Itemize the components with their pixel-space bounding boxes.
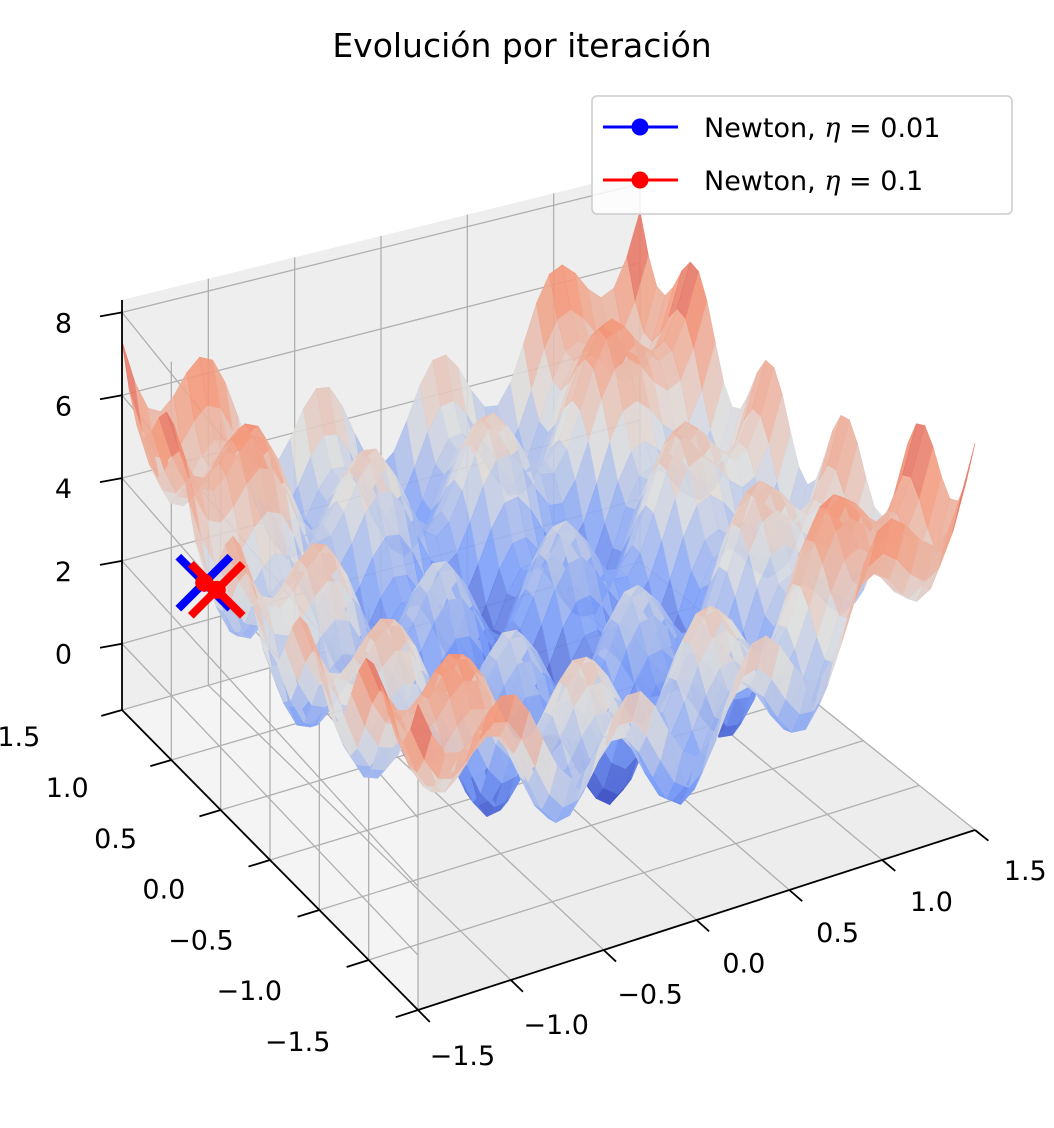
x-tick-label: 1.5 (1004, 856, 1047, 887)
y-tick (150, 759, 172, 767)
x-tick-label: −0.5 (617, 979, 683, 1010)
x-tick (417, 1009, 431, 1023)
left-grid-z (121, 643, 419, 956)
z-tick (99, 394, 123, 401)
y-tick (101, 709, 123, 717)
y-tick-label: 1.5 (0, 722, 40, 753)
z-tick-label: 2 (55, 557, 72, 588)
surface-facet (952, 443, 976, 533)
y-tick-label: 1.0 (46, 773, 89, 804)
x-tick (974, 829, 989, 842)
floor-grid-y (368, 784, 920, 961)
x-tick-label: −1.0 (523, 1010, 589, 1041)
y-tick-label: −1.0 (217, 976, 283, 1007)
x-tick-label: −1.5 (430, 1041, 496, 1072)
y-tick (346, 959, 369, 968)
series-end-marker-1 (187, 561, 246, 619)
x-tick (695, 919, 710, 933)
surface-plot (121, 211, 976, 824)
x-tick (788, 889, 803, 902)
chart-title: Evolución por iteración (332, 26, 711, 65)
z-tick (99, 642, 123, 649)
z-tick (99, 477, 123, 483)
legend-label: Newton, η = 0.01 (704, 113, 940, 144)
z-tick (99, 311, 123, 318)
y-tick (199, 809, 221, 818)
y-tick (297, 909, 320, 918)
x-tick (603, 949, 617, 963)
legend-item-1: Newton, η = 0.1 (603, 166, 923, 197)
x-tick-label: 0.0 (722, 949, 765, 980)
y-tick-label: −0.5 (168, 925, 234, 956)
y-tick-label: 0.5 (94, 824, 137, 855)
y-tick-label: −1.5 (265, 1027, 331, 1058)
x-tick (881, 859, 896, 872)
series-marks (175, 553, 246, 619)
y-tick (248, 859, 271, 868)
z-tick (99, 560, 123, 566)
z-tick-label: 8 (55, 308, 72, 339)
x-tick-label: 1.0 (910, 887, 953, 918)
z-tick-label: 0 (55, 640, 72, 671)
back-grid-z (121, 183, 641, 314)
legend-swatch-marker (631, 171, 649, 189)
legend-label: Newton, η = 0.1 (704, 166, 923, 197)
x-tick-label: 0.5 (816, 918, 859, 949)
legend-frame (591, 95, 1013, 215)
legend-item-0: Newton, η = 0.01 (603, 113, 940, 144)
x-tick (510, 979, 524, 993)
legend-swatch-marker (631, 118, 649, 136)
z-tick-label: 6 (55, 391, 72, 422)
left-grid-z (121, 560, 419, 887)
floor-grid-y (319, 740, 864, 911)
legend: Newton, η = 0.01 Newton, η = 0.1 (591, 95, 1013, 215)
y-tick (395, 1009, 419, 1019)
y-tick-label: 0.0 (142, 875, 185, 906)
axes: −1.5−1.0−0.50.00.51.01.5−1.5−1.0−0.50.00… (0, 300, 1047, 1072)
z-tick-label: 4 (55, 474, 72, 505)
